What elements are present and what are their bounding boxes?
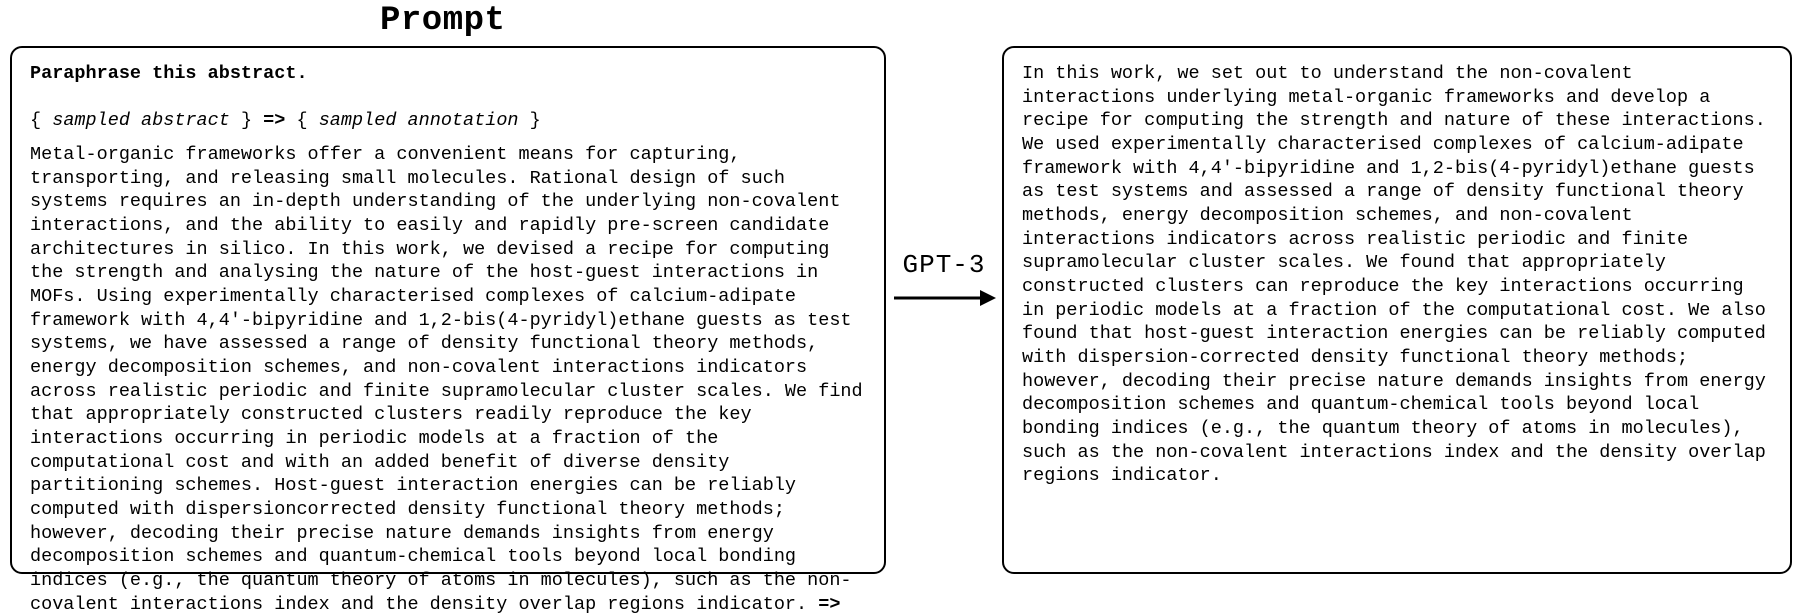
prompt-trailing-arrow: => bbox=[818, 594, 840, 615]
example-close-brace-1: } bbox=[230, 110, 263, 131]
output-body: In this work, we set out to understand t… bbox=[1022, 63, 1766, 486]
example-right-placeholder: sampled annotation bbox=[319, 110, 519, 131]
example-left-placeholder: sampled abstract bbox=[52, 110, 230, 131]
prompt-body: Metal-organic frameworks offer a conveni… bbox=[30, 143, 866, 616]
prompt-body-text: Metal-organic frameworks offer a conveni… bbox=[30, 144, 863, 615]
arrow-group: GPT-3 bbox=[892, 250, 996, 330]
prompt-instruction: Paraphrase this abstract. bbox=[30, 63, 308, 84]
prompt-title: Prompt bbox=[380, 2, 505, 40]
output-panel: In this work, we set out to understand t… bbox=[1002, 46, 1792, 574]
example-open-brace-2: { bbox=[285, 110, 318, 131]
example-arrow-token: => bbox=[263, 110, 285, 131]
prompt-panel: Paraphrase this abstract. { sampled abst… bbox=[10, 46, 886, 574]
arrow-label: GPT-3 bbox=[892, 250, 996, 280]
arrow-icon bbox=[892, 284, 996, 312]
figure-root: Prompt Paraphrase this abstract. { sampl… bbox=[0, 0, 1800, 581]
example-open-brace: { bbox=[30, 110, 52, 131]
example-close-brace-2: } bbox=[519, 110, 541, 131]
